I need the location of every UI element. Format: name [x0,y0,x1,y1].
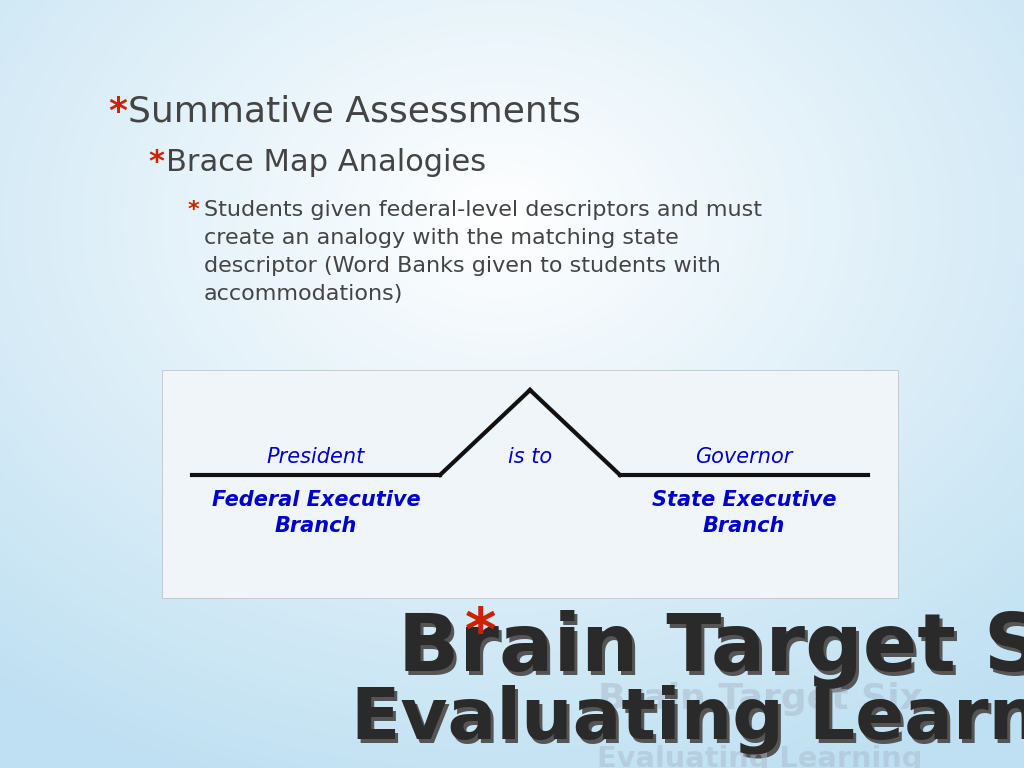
Text: Brain Target Six: Brain Target Six [398,610,1024,688]
Text: Evaluating Learning: Evaluating Learning [354,688,1024,757]
Text: Evaluating Learning: Evaluating Learning [597,745,923,768]
Text: President: President [267,447,366,467]
Text: Brain Target Six: Brain Target Six [597,682,923,716]
Text: *: * [108,95,127,129]
Text: Governor: Governor [695,447,793,467]
Text: Evaluating Learning: Evaluating Learning [351,685,1024,754]
Text: Students given federal-level descriptors and must
create an analogy with the mat: Students given federal-level descriptors… [204,200,762,304]
Text: State Executive
Branch: State Executive Branch [651,490,837,536]
Text: is to: is to [508,447,552,467]
Text: Summative Assessments: Summative Assessments [128,95,581,129]
Text: *: * [188,200,200,220]
Text: Federal Executive
Branch: Federal Executive Branch [212,490,420,536]
Text: *: * [465,605,497,664]
Text: *: * [148,148,164,177]
Text: Brain Target Six: Brain Target Six [401,613,1024,691]
Text: Brace Map Analogies: Brace Map Analogies [166,148,486,177]
Bar [162,370,898,598]
